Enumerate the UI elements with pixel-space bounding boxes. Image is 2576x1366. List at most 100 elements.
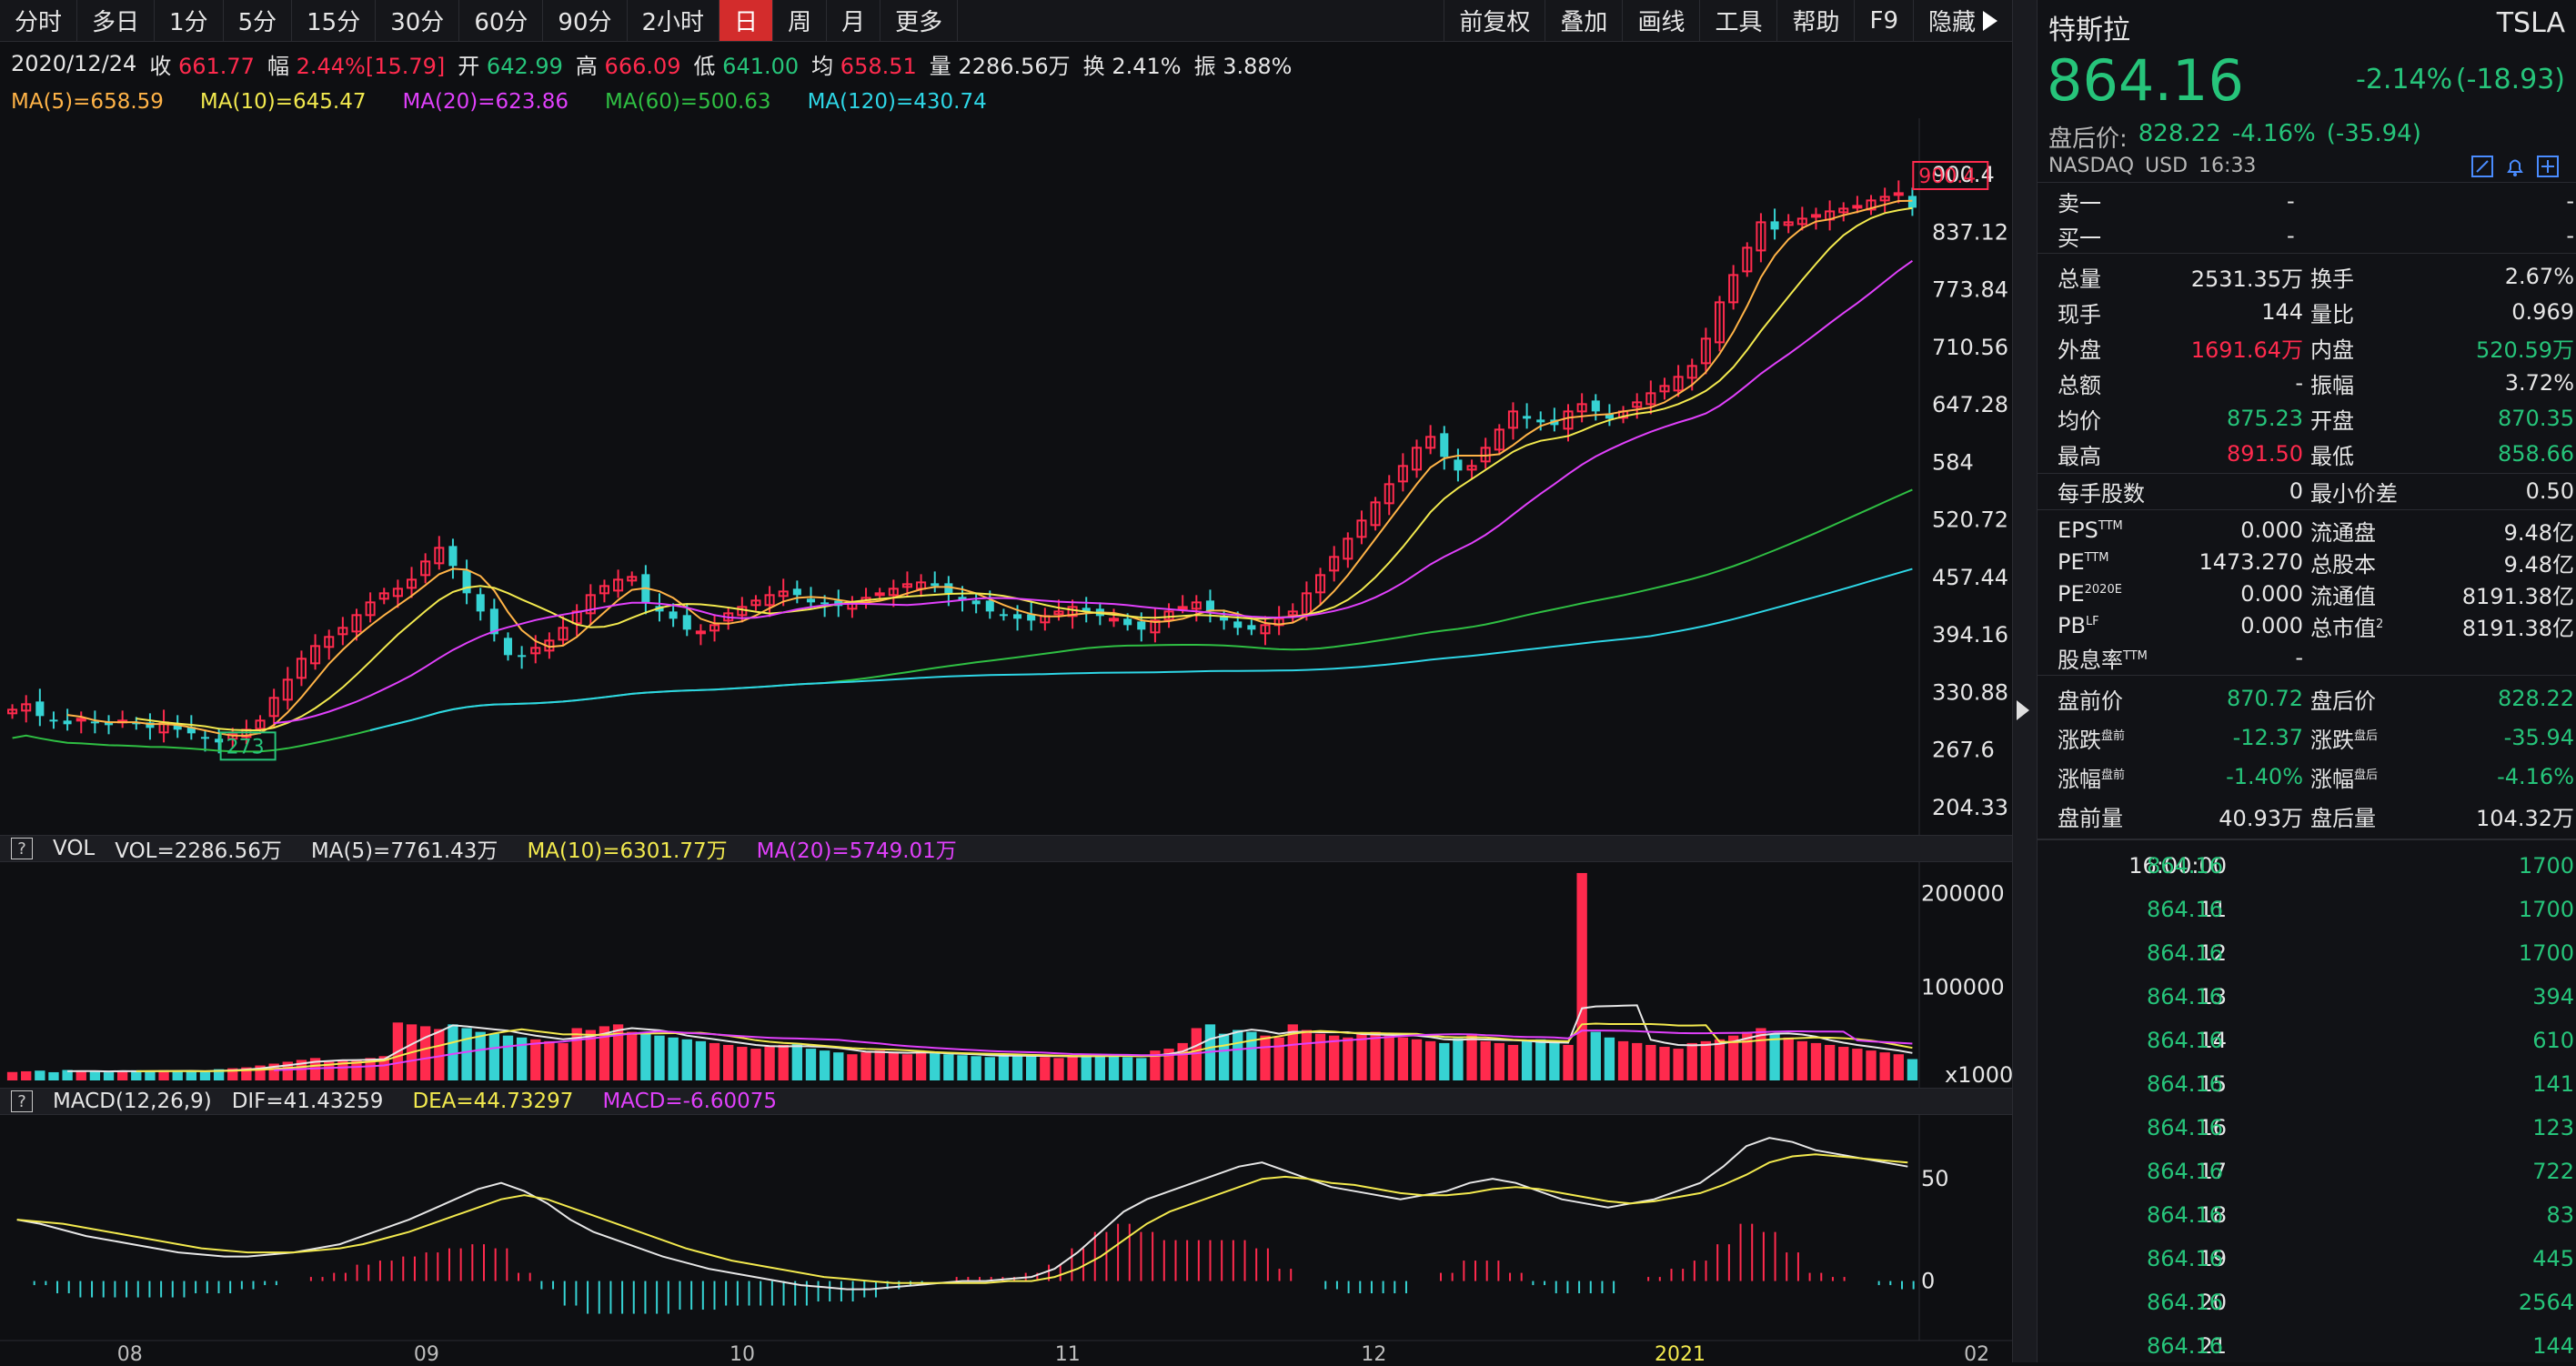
period-tab-1[interactable]: 多日 [77,0,156,41]
volume-bar [1411,1039,1423,1080]
edit-icon[interactable] [2470,155,2494,178]
candle [1287,603,1298,624]
volume-bar [1632,1042,1643,1080]
candle [215,728,224,754]
volume-bar [1384,1035,1394,1080]
tick-price: 864.16 [2147,1071,2223,1097]
time-tick-label: 08 [117,1343,143,1362]
volume-bar [434,1029,445,1080]
macd-indicator-name[interactable]: MACD(12,26,9) [53,1090,212,1113]
fundamental-label: 总市值2 [2310,615,2384,641]
period-tab-4[interactable]: 15分 [292,0,377,41]
candle [310,634,321,670]
period-tab-9[interactable]: 日 [719,0,774,41]
period-tab-7[interactable]: 90分 [543,0,628,41]
play-icon [1983,10,1997,31]
period-tab-5[interactable]: 30分 [376,0,460,41]
period-tab-0[interactable]: 分时 [0,0,78,41]
hide-button[interactable]: 隐藏 [1912,0,2012,41]
candle [200,729,210,752]
volume-bar [145,1071,156,1080]
volume-bar [488,1033,500,1080]
volume-bar [448,1024,458,1080]
volume-bar [1590,1031,1601,1080]
stat-value: 2531.35万 [2190,266,2303,292]
stock-ticker: TSLA [2496,7,2565,39]
candle [1108,608,1120,628]
volume-help-button[interactable]: ? [11,838,33,859]
period-tab-2[interactable]: 1分 [155,0,224,41]
candle [1700,327,1711,375]
stat-label: 换手 [2310,266,2354,292]
stat-label: 外盘 [2058,336,2101,363]
fundamental-row: PBLF 0.000 总市值2 8191.38亿 [2038,610,2576,641]
candle [90,710,99,734]
tick-volume: 394 [2532,984,2574,1009]
extended-value: 104.32万 [2476,805,2574,831]
volume-bar [62,1070,73,1080]
volume-bar [158,1070,169,1080]
candlestick-chart[interactable]: 900.4 837.12 773.84 710.56 647.28 584 520.72 45… [0,118,2012,835]
volume-bar [1136,1058,1147,1080]
volume-bar [1866,1050,1877,1080]
period-tab-10[interactable]: 周 [773,0,828,41]
panel-collapse-strip[interactable] [2012,0,2038,1362]
candle [792,580,801,604]
change-value: 2.44%[15.79] [296,53,446,79]
time-tick-label: 2021 [1655,1343,1706,1362]
period-tab-11[interactable]: 月 [827,0,881,41]
volume-bar [915,1052,927,1080]
volume-chart[interactable]: 200000 100000 x1000 [0,862,2012,1088]
tool-button-4[interactable]: 帮助 [1776,0,1854,41]
candle [296,650,307,687]
period-tab-12[interactable]: 更多 [880,0,959,41]
quote-summary: 2020/12/24 收 661.77 幅 2.44%[15.79] 开 642… [0,42,2012,85]
candle [1440,426,1449,470]
extended-label: 盘后量 [2310,805,2376,831]
stat-row: 外盘 1691.64万 内盘 520.59万 [2038,331,2576,364]
ma120-line [369,567,1913,731]
macd-dea-line [16,1153,1908,1284]
period-tab-8[interactable]: 2小时 [628,0,720,41]
tool-button-1[interactable]: 叠加 [1545,0,1622,41]
volume-bar [255,1065,266,1080]
macd-tick-label: 50 [1921,1166,1949,1191]
volume-bar [640,1033,651,1080]
period-tab-6[interactable]: 60分 [459,0,544,41]
alert-bell-icon[interactable] [2503,155,2527,178]
last-price: 864.16 [2047,47,2244,114]
volume-bar [1453,1038,1464,1080]
ma-legend-item: MA(120)=430.74 [807,90,987,114]
period-tab-3[interactable]: 5分 [224,0,293,41]
tool-button-2[interactable]: 画线 [1622,0,1699,41]
add-watchlist-icon[interactable] [2536,155,2560,178]
tick-volume: 1700 [2518,940,2574,966]
candle [627,571,638,587]
candle [750,595,761,611]
extended-value: 40.93万 [2219,805,2303,831]
change-label: 幅 [267,53,289,79]
extended-value: 828.22 [2498,686,2574,711]
tick-volume: 144 [2532,1333,2574,1359]
volume-bar [296,1060,307,1080]
tick-row: 12 864.16 1700 [2038,933,2576,973]
candle [888,579,899,608]
candle [1810,207,1822,230]
volume-indicator-name[interactable]: VOL [53,837,96,860]
candle [21,695,32,723]
collapse-arrow-icon[interactable] [2017,700,2029,720]
candle [1494,424,1504,456]
tool-button-0[interactable]: 前复权 [1444,0,1545,41]
tick-volume: 722 [2532,1159,2574,1184]
macd-help-button[interactable]: ? [11,1090,33,1112]
volume-value: VOL=2286.56万 [115,839,282,863]
volume-bar [1576,872,1587,1080]
tool-button-5[interactable]: F9 [1854,0,1913,41]
volume-bar [1742,1031,1753,1080]
candle [406,567,418,598]
volume-bar [1081,1054,1092,1080]
price-tick-label: 773.84 [1932,277,2008,303]
min-price-label: 273 [226,736,265,758]
tool-button-3[interactable]: 工具 [1699,0,1776,41]
macd-chart[interactable]: 50 0 08 09 10 11 12 2021 02 [0,1115,2012,1362]
